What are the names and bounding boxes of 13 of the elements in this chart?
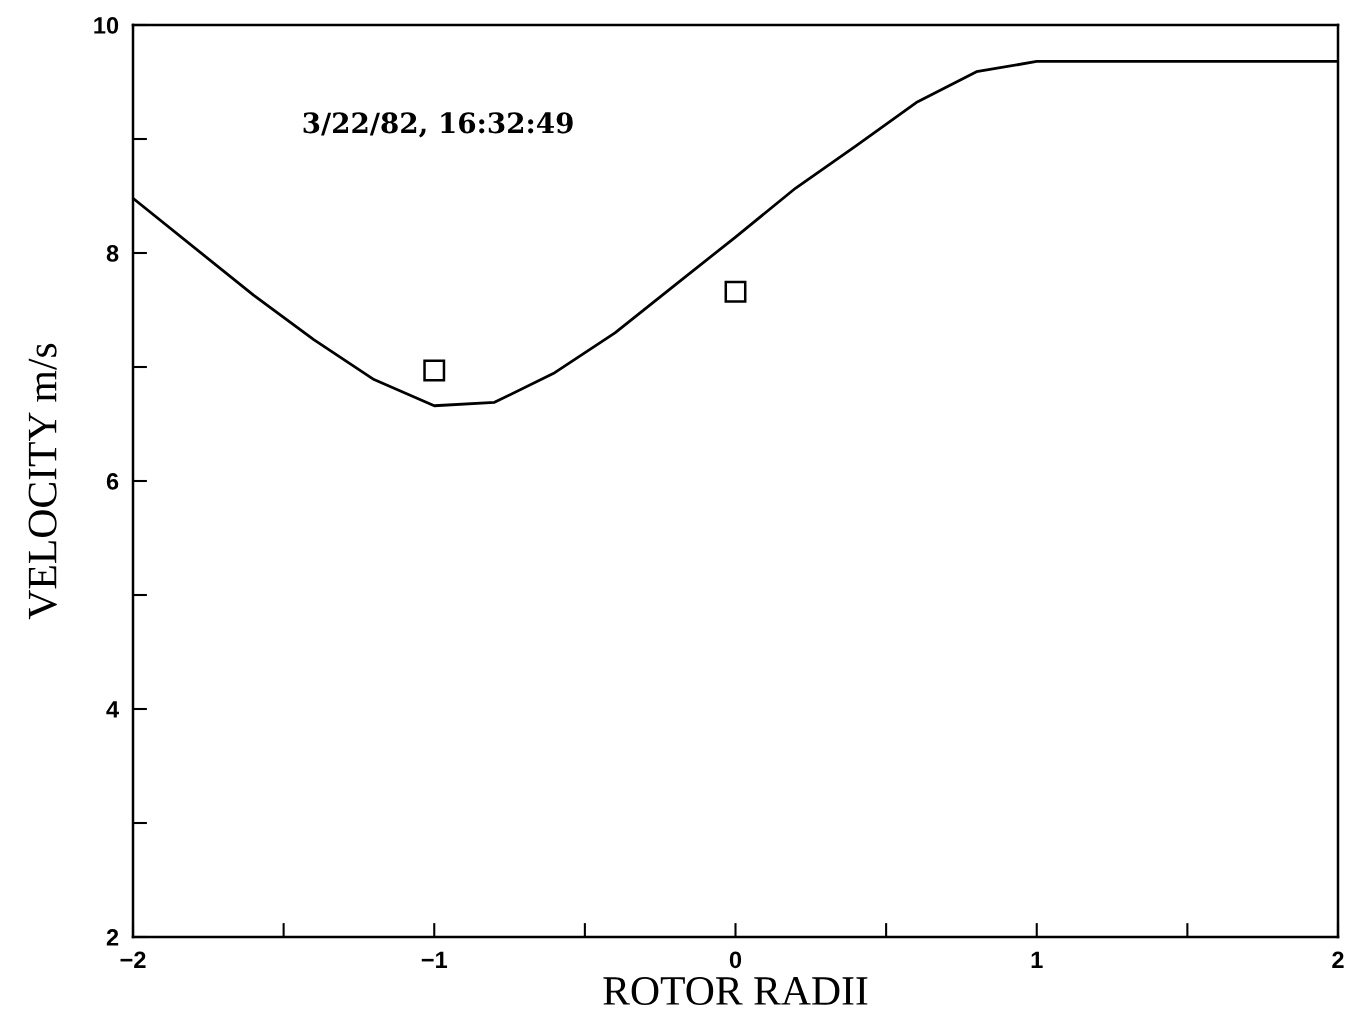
x-tick-label: −1 [421,951,448,968]
annotation: 3/22/82, 16:32:49 [303,112,573,138]
y-tick-label: 10 [94,17,119,34]
x-tick-label: 2 [1332,951,1344,968]
x-tick-label: −2 [120,951,146,968]
x-axis-title: ROTOR RADII [603,977,868,1005]
y-tick-label: 6 [106,473,119,490]
x-tick-label: 1 [1031,951,1043,968]
y-tick-label: 4 [106,701,119,718]
x-tick-label: 0 [729,951,742,969]
y-tick-label: 2 [106,929,119,946]
y-tick-label: 8 [106,245,119,262]
y-axis-title: VELOCITY m/s [28,343,57,620]
